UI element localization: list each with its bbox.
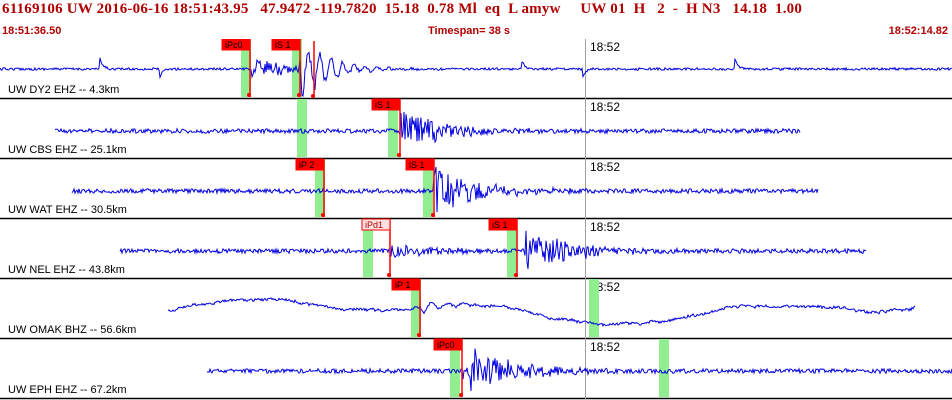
trace-row[interactable]: 18:52 iPd1 iS 1 UW NEL EHZ -- 43.8km bbox=[0, 218, 952, 280]
waveform bbox=[71, 166, 819, 213]
waveform bbox=[54, 111, 801, 144]
station-label: UW OMAK BHZ -- 56.6km bbox=[8, 324, 136, 336]
pick-window bbox=[450, 339, 460, 397]
pick-marker bbox=[431, 213, 435, 217]
pick-marker bbox=[247, 93, 251, 97]
station-label: UW DY2 EHZ -- 4.3km bbox=[8, 84, 119, 96]
pick-label-box[interactable] bbox=[391, 278, 421, 291]
pick-window bbox=[659, 339, 669, 397]
station-label: UW NEL EHZ -- 43.8km bbox=[8, 264, 125, 276]
pick-window bbox=[315, 159, 325, 217]
pick-label-box[interactable] bbox=[405, 158, 435, 171]
pick-label-box[interactable] bbox=[295, 158, 325, 171]
waveform bbox=[206, 348, 952, 392]
event-header: 61169106 UW 2016-06-16 18:51:43.95 47.94… bbox=[0, 0, 952, 40]
pick-label-box[interactable] bbox=[361, 218, 391, 231]
trace-row[interactable]: 18:52 iS 1 UW CBS EHZ -- 25.1km bbox=[0, 98, 952, 160]
pick-marker bbox=[459, 393, 463, 397]
window-end-time: 18:52:14.82 bbox=[888, 25, 948, 37]
pick-window bbox=[297, 99, 307, 157]
pick-window bbox=[363, 219, 373, 277]
pick-label-box[interactable] bbox=[488, 218, 518, 231]
trace-row[interactable]: 18:52 iPc0 UW EPH EHZ -- 67.2km bbox=[0, 338, 952, 400]
pick-marker bbox=[297, 93, 301, 97]
minute-marker-label: 18:52 bbox=[590, 340, 620, 354]
trace-row[interactable]: 18:52 iPc0 iS 1 UW DY2 EHZ -- 4.3km bbox=[0, 39, 952, 100]
pick-label[interactable]: iPd1 bbox=[365, 220, 383, 230]
window-start-time: 18:51:36.50 bbox=[2, 25, 62, 37]
pick-label[interactable]: iS 1 bbox=[275, 40, 291, 50]
pick-marker bbox=[514, 273, 518, 277]
station-label: UW EPH EHZ -- 67.2km bbox=[8, 384, 127, 396]
pick-label-box[interactable] bbox=[221, 39, 251, 51]
pick-label[interactable]: iP 2 bbox=[299, 160, 314, 170]
pick-window bbox=[423, 159, 433, 217]
pick-window bbox=[388, 99, 398, 157]
seismogram-panel[interactable]: 18:52 iPc0 iS 1 UW DY2 EHZ -- 4.3km 18:52 iS … bbox=[0, 39, 952, 400]
waveform bbox=[0, 51, 952, 98]
pick-label-box[interactable] bbox=[371, 98, 401, 111]
waveform bbox=[167, 297, 916, 328]
event-summary-line: 61169106 UW 2016-06-16 18:51:43.95 47.94… bbox=[2, 1, 803, 17]
pick-label[interactable]: iP 1 bbox=[395, 280, 410, 290]
timespan-label: Timespan= 38 s bbox=[428, 25, 511, 37]
pick-window bbox=[589, 279, 599, 337]
pick-window bbox=[411, 279, 421, 337]
pick-window bbox=[292, 39, 302, 97]
pick-label[interactable]: iPc0 bbox=[437, 340, 455, 350]
pick-label[interactable]: iS 1 bbox=[409, 160, 425, 170]
pick-label-box[interactable] bbox=[433, 338, 463, 351]
minute-marker-label: 18:52 bbox=[590, 100, 620, 114]
station-label: UW WAT EHZ -- 30.5km bbox=[8, 204, 127, 216]
pick-label[interactable]: iS 1 bbox=[492, 220, 508, 230]
trace-row[interactable]: 18:52 iP 2 iS 1 UW WAT EHZ -- 30.5km bbox=[0, 158, 952, 220]
pick-marker bbox=[321, 213, 325, 217]
pick-window bbox=[507, 219, 517, 277]
pick-marker bbox=[417, 333, 421, 337]
pick-marker bbox=[397, 153, 401, 157]
pick-label[interactable]: iS 1 bbox=[375, 100, 391, 110]
minute-marker-label: 18:52 bbox=[590, 220, 620, 234]
minute-marker-label: 18:52 bbox=[590, 160, 620, 174]
minute-marker-label: 18:52 bbox=[590, 40, 620, 54]
pick-marker bbox=[311, 94, 315, 98]
pick-label[interactable]: iPc0 bbox=[225, 40, 243, 50]
waveform bbox=[119, 230, 867, 269]
station-label: UW CBS EHZ -- 25.1km bbox=[8, 144, 127, 156]
pick-label-box[interactable] bbox=[271, 39, 301, 51]
pick-marker bbox=[387, 273, 391, 277]
